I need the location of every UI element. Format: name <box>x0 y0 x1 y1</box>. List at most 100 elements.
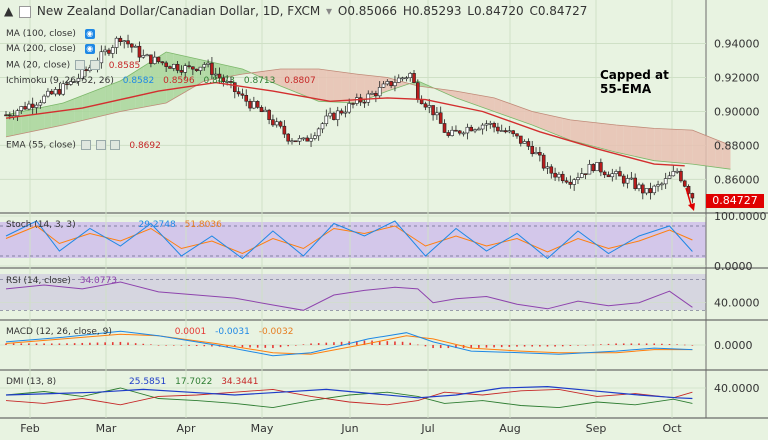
candle-body <box>595 162 599 172</box>
collapse-icon[interactable]: ▲ <box>4 4 14 18</box>
dropdown-icon[interactable]: ▾ <box>326 4 333 18</box>
candle-body <box>301 137 306 140</box>
chart-header: ▲ New Zealand Dollar/Canadian Dollar, 1D… <box>4 4 589 22</box>
ichimoku-cloud-segment <box>631 126 639 158</box>
candle-body <box>583 173 588 175</box>
macd-histogram-bar <box>249 345 251 348</box>
candle-body <box>499 130 504 132</box>
candle-body <box>313 135 317 139</box>
ichimoku-cloud-segment <box>555 116 563 138</box>
ema55-label[interactable]: EMA (55, close) 0.8692 <box>6 140 161 151</box>
candle-body <box>282 125 287 135</box>
x-tick-label: Feb <box>20 422 39 435</box>
ichimoku-cloud-segment <box>341 72 350 103</box>
ichimoku-cloud-segment <box>448 90 456 98</box>
ichimoku-cloud-segment <box>638 127 647 160</box>
candle-layer <box>4 34 695 203</box>
macd-histogram-bar <box>500 345 503 348</box>
candle-body <box>240 93 245 96</box>
candle-body <box>267 109 271 120</box>
ichimoku-cloud-segment <box>257 71 266 80</box>
candle-body <box>362 101 367 104</box>
candle-body <box>606 174 611 178</box>
macd-histogram-bar <box>653 343 656 345</box>
candle-body <box>587 164 592 175</box>
candle-body <box>381 83 386 88</box>
annotation-line: Capped at <box>600 68 669 82</box>
candle-body <box>210 62 214 75</box>
macd-label[interactable]: MACD (12, 26, close, 9) 0.0001 -0.0031 -… <box>6 327 294 337</box>
macd-histogram-bar <box>12 343 15 345</box>
candle-body <box>553 172 557 178</box>
macd-histogram-bar <box>325 342 328 345</box>
settings-icon[interactable] <box>95 140 106 150</box>
ichimoku-cloud-segment <box>280 68 289 90</box>
ma200-label[interactable]: MA (200, close) ◉ <box>6 44 95 54</box>
candle-body <box>168 66 172 69</box>
candle-body <box>663 178 668 185</box>
candle-body <box>477 128 481 131</box>
candle-body <box>602 171 607 176</box>
macd-histogram-bar <box>523 345 526 347</box>
line-layer <box>5 81 685 167</box>
ichimoku-cloud-segment <box>509 103 517 120</box>
candle-body <box>389 81 393 87</box>
candle-body <box>614 171 618 174</box>
candle-body <box>107 49 111 54</box>
candle-body <box>130 43 134 48</box>
candle-body <box>194 68 199 71</box>
macd-histogram-bar <box>592 344 595 346</box>
indicator-tick-label: 40.0000 <box>714 382 760 395</box>
eye-icon[interactable] <box>80 140 91 150</box>
macd-histogram-bar <box>485 345 488 348</box>
candle-body <box>526 141 531 147</box>
macd-histogram-bar <box>531 345 534 347</box>
macd-histogram-bar <box>119 341 122 345</box>
macd-histogram-bar <box>554 345 556 347</box>
ichimoku-cloud-segment <box>227 65 235 77</box>
macd-histogram-bar <box>424 345 427 347</box>
macd-histogram-bar <box>157 345 160 346</box>
candle-body <box>316 128 321 137</box>
ichimoku-label[interactable]: Ichimoku (9, 26, 52, 26) 0.8582 0.8596 0… <box>6 76 316 86</box>
dmi-label[interactable]: DMI (13, 8) 25.5851 17.7022 34.3441 <box>6 377 259 387</box>
ichimoku-cloud-segment <box>707 136 716 168</box>
ichimoku-cloud-segment <box>204 60 212 81</box>
macd-histogram-bar <box>73 343 76 345</box>
candle-body <box>156 56 161 62</box>
stoch-label[interactable]: Stoch (14, 3, 3) 29.2748 51.8036 <box>6 220 222 230</box>
rsi-label[interactable]: RSI (14, close) 34.0773 <box>6 276 117 286</box>
ichimoku-cloud-segment <box>471 93 479 107</box>
y-tick-label: 0.90000 <box>714 105 760 118</box>
macd-histogram-bar <box>668 344 671 345</box>
candle-body <box>294 140 298 143</box>
down-arrow-head <box>688 203 695 211</box>
candle-body <box>19 106 24 111</box>
ichimoku-cloud-segment <box>349 73 357 103</box>
candle-body <box>682 180 687 187</box>
close-icon[interactable] <box>89 60 100 70</box>
candle-body <box>667 175 672 179</box>
stoch-k-line <box>5 220 693 260</box>
ma100-label[interactable]: MA (100, close) ◉ <box>6 29 95 39</box>
x-tick-label: Aug <box>499 422 520 435</box>
settings-icon[interactable] <box>75 60 86 70</box>
close-icon[interactable] <box>110 140 121 150</box>
eye-icon[interactable]: ◉ <box>84 44 95 54</box>
candle-body <box>15 110 20 117</box>
candle-body <box>633 177 637 189</box>
macd-histogram-bar <box>661 343 663 345</box>
candle-body <box>518 135 523 144</box>
ichimoku-cloud-segment <box>646 127 655 161</box>
eye-icon[interactable]: ◉ <box>84 29 95 39</box>
indicator-tick-label: 0.0000 <box>714 260 753 273</box>
indicator-tick-label: 100.0000 <box>714 210 767 223</box>
ma20-label[interactable]: MA (20, close) 0.8585 <box>6 60 141 71</box>
ichimoku-cloud-segment <box>150 56 159 106</box>
candle-body <box>305 137 310 142</box>
candle-body <box>332 112 336 120</box>
candle-body <box>328 112 332 117</box>
candle-body <box>347 103 351 113</box>
candle-body <box>202 64 207 68</box>
